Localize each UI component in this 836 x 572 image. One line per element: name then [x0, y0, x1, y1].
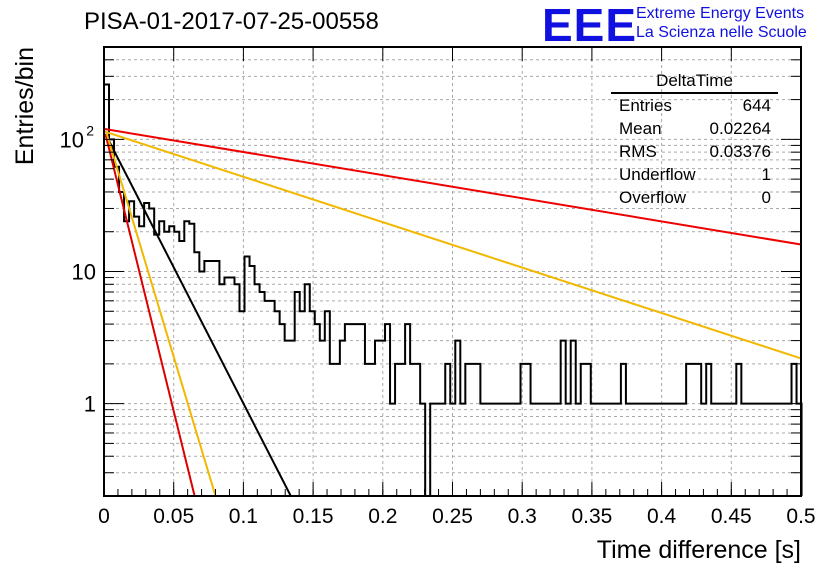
fit-curves [103, 127, 802, 497]
y-axis-label: Entries/bin [11, 47, 39, 165]
stats-value: 0 [761, 188, 771, 207]
stats-value: 644 [742, 96, 771, 115]
stats-value: 1 [761, 165, 771, 184]
x-tick-label: 0.5 [786, 505, 815, 528]
stats-value: 0.02264 [709, 119, 771, 138]
fit-curve-2 [104, 133, 196, 497]
stats-value: 0.03376 [709, 142, 771, 161]
x-tick-label: 0.3 [508, 505, 537, 528]
fit-curve-4 [105, 133, 217, 497]
x-tick-label: 0.15 [293, 505, 334, 528]
grid-lines [104, 47, 801, 496]
stats-row-mean: Mean 0.02264 [611, 117, 778, 140]
stats-row-overflow: Overflow 0 [611, 186, 778, 209]
x-tick-label: 0.4 [647, 505, 677, 528]
logo-text: Extreme Energy Events La Scienza nelle S… [636, 4, 807, 42]
stats-label: Entries [619, 96, 672, 115]
y-tick-label: 10 [60, 127, 84, 152]
fit-curve-5 [103, 130, 802, 360]
x-tick-label: 0 [98, 505, 110, 528]
eee-logo: EEE [542, 0, 638, 51]
logo-line-1: Extreme Energy Events [636, 5, 805, 22]
y-tick-label: 10 [72, 260, 96, 285]
x-axis-label: Time difference [s] [597, 536, 801, 564]
stats-label: Mean [619, 119, 662, 138]
axis-labels: 0 0.05 0.1 0.15 0.2 0.25 0.3 0.35 0.4 0.45 0.51101… [11, 47, 816, 564]
y-tick-label: 1 [84, 392, 96, 417]
stats-row-entries: Entries 644 [611, 94, 778, 117]
y-tick-exponent: 2 [86, 122, 94, 138]
chart-title: PISA-01-2017-07-25-00558 [84, 8, 379, 35]
histogram-outline [103, 83, 803, 497]
stats-label: RMS [619, 142, 657, 161]
x-tick-label: 0.2 [368, 505, 397, 528]
logo-line-2: La Scienza nelle Scuole [636, 24, 807, 41]
stats-label: Overflow [619, 188, 687, 207]
stats-row-underflow: Underflow 1 [611, 163, 778, 186]
axis-ticks [103, 47, 802, 496]
x-tick-label: 0.1 [229, 505, 258, 528]
fit-curve-3 [103, 127, 802, 246]
x-tick-label: 0.05 [153, 505, 194, 528]
stats-label: Underflow [619, 165, 696, 184]
fit-curve-1 [104, 133, 292, 497]
x-tick-label: 0.45 [711, 505, 752, 528]
histogram [103, 83, 803, 497]
stats-box: DeltaTime Entries 644 Mean 0.02264 RMS 0… [611, 71, 778, 209]
x-tick-label: 0.35 [571, 505, 612, 528]
x-tick-label: 0.25 [432, 505, 473, 528]
stats-title: DeltaTime [611, 71, 778, 94]
stats-row-rms: RMS 0.03376 [611, 140, 778, 163]
